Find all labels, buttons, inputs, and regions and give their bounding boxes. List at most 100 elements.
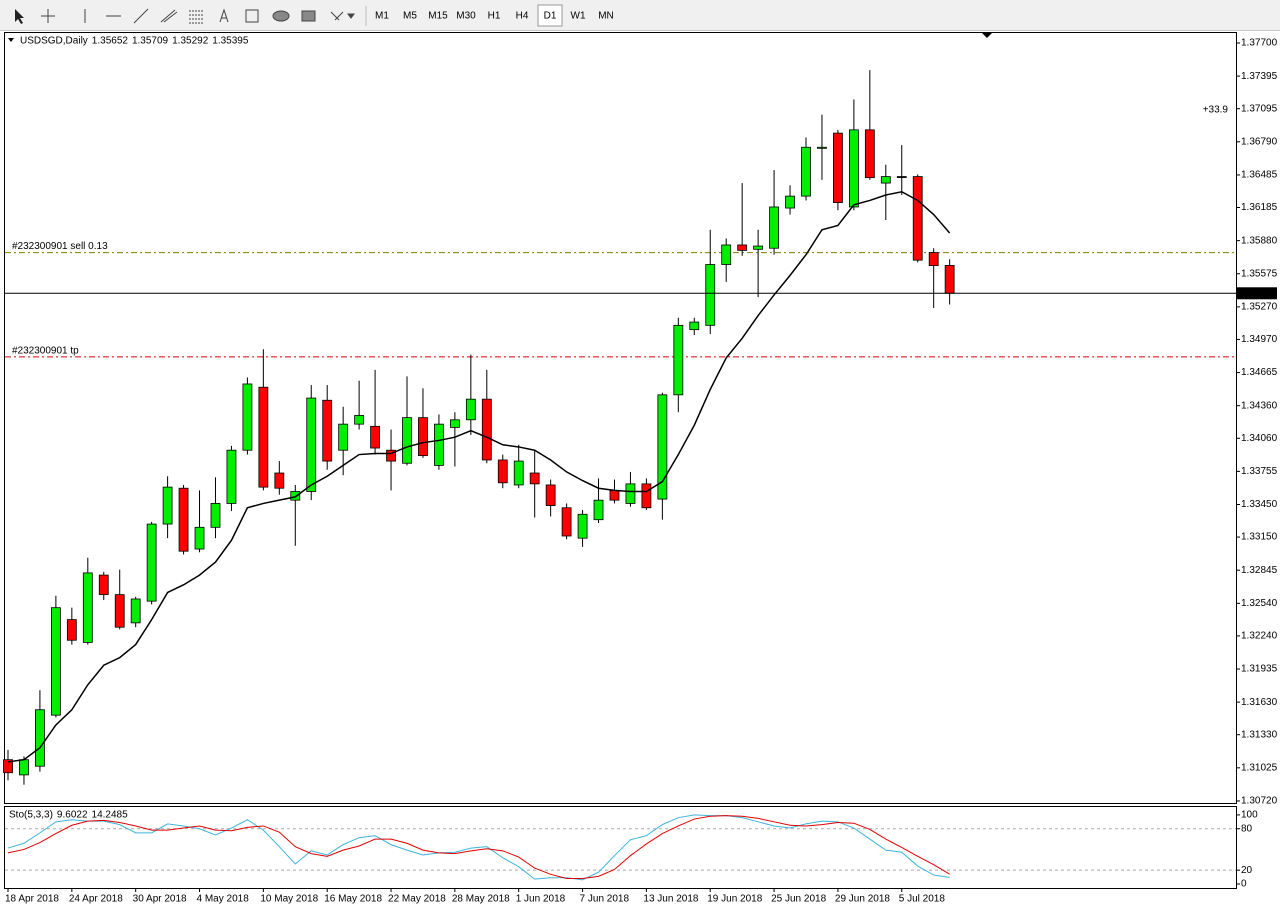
channel-tool[interactable] xyxy=(160,9,178,23)
candle-body xyxy=(210,503,221,528)
candle-body xyxy=(66,619,77,641)
timeframe-button[interactable]: M15 xyxy=(428,11,448,22)
arrows-tool[interactable] xyxy=(330,11,355,21)
shift-marker xyxy=(982,33,992,38)
candle-body xyxy=(258,386,269,488)
y-tick-label: 1.35270 xyxy=(1241,302,1278,313)
candle-body xyxy=(242,383,253,451)
ellipse-tool[interactable] xyxy=(272,10,290,22)
candle-body xyxy=(82,572,93,643)
candle-body xyxy=(19,759,29,776)
timeframe-button[interactable]: H1 xyxy=(488,11,501,22)
candle-body xyxy=(481,398,492,461)
timeframe-button[interactable]: M5 xyxy=(403,11,417,22)
candle-body xyxy=(354,415,365,425)
candle-body xyxy=(880,176,891,184)
x-tick-label: 16 May 2018 xyxy=(324,894,382,905)
indicator-header: 14.2485 xyxy=(92,810,129,821)
candle-body xyxy=(114,594,125,628)
crosshair-tool[interactable] xyxy=(41,9,55,23)
candle-body xyxy=(753,245,764,250)
y-tick-label: 1.33755 xyxy=(1241,466,1278,477)
candle-body xyxy=(3,759,13,774)
x-tick-label: 7 Jun 2018 xyxy=(580,894,630,905)
price-box xyxy=(1237,287,1277,300)
y-tick-label: 1.36485 xyxy=(1241,170,1278,181)
timeframe-button[interactable]: D1 xyxy=(544,11,557,22)
moving-average xyxy=(7,190,951,763)
candle-body xyxy=(609,489,620,501)
y-tick-label: 1.36790 xyxy=(1241,136,1278,147)
y-tick-label: 1.33150 xyxy=(1241,532,1278,543)
candle-body xyxy=(801,146,811,197)
chart-header: USDSGD,Daily xyxy=(20,36,88,47)
symbol-menu-arrow xyxy=(8,38,14,42)
candle-body xyxy=(290,491,301,501)
timeframe-button[interactable]: W1 xyxy=(571,11,586,22)
profit: +33.9 xyxy=(1203,105,1229,116)
rect-tool[interactable] xyxy=(301,10,316,22)
y-tick-label: 1.35575 xyxy=(1241,268,1278,279)
candle-body xyxy=(226,449,237,504)
candle-body xyxy=(338,423,349,451)
text-tool[interactable] xyxy=(219,8,229,23)
candle-body xyxy=(449,419,460,428)
y-tick-label: 1.37395 xyxy=(1241,71,1278,82)
indicator-panel xyxy=(4,806,1237,889)
timeframe-button[interactable]: M30 xyxy=(456,11,476,22)
y-tick-label: 1.32540 xyxy=(1241,598,1278,609)
candle-body xyxy=(162,486,173,525)
candle-body xyxy=(465,398,476,421)
x-tick-label: 13 Jun 2018 xyxy=(643,894,698,905)
timeframe-button[interactable]: H4 xyxy=(516,11,529,22)
y-tick-label: 1.32240 xyxy=(1241,631,1278,642)
main-panel xyxy=(4,32,1237,804)
x-tick-label: 25 Jun 2018 xyxy=(771,894,826,905)
indicator-header: Sto(5,3,3) xyxy=(9,810,53,821)
candle-body xyxy=(513,460,524,486)
x-tick-label: 29 Jun 2018 xyxy=(835,894,890,905)
timeframe-button[interactable]: MN xyxy=(598,11,614,22)
y-tick-label: 100 xyxy=(1241,810,1258,821)
candle-body xyxy=(928,252,939,267)
candle-body xyxy=(98,574,109,596)
label-tool[interactable] xyxy=(245,9,259,23)
y-tick-label: 1.34060 xyxy=(1241,433,1278,444)
candle-body xyxy=(322,399,333,462)
y-tick-label: 1.33450 xyxy=(1241,499,1278,510)
candle-body xyxy=(274,472,285,489)
chart-header: 1.35292 xyxy=(172,36,209,47)
y-tick-label: 1.36185 xyxy=(1241,202,1278,213)
active-timeframe xyxy=(537,4,563,27)
x-tick-label: 28 May 2018 xyxy=(452,894,510,905)
candle-body xyxy=(418,417,428,457)
cursor-tool[interactable] xyxy=(15,9,24,24)
order-label: #232300901 tp xyxy=(12,345,79,356)
candle-body xyxy=(625,483,636,504)
timeframe-button[interactable]: M1 xyxy=(375,11,389,22)
toolbar xyxy=(0,0,1280,31)
candle-body xyxy=(434,423,444,466)
candle-body xyxy=(785,195,795,209)
candle-body xyxy=(657,394,668,500)
chart-header: 1.35395 xyxy=(212,36,249,47)
chart-header: 1.35709 xyxy=(132,36,169,47)
y-tick-label: 1.32845 xyxy=(1241,565,1278,576)
y-tick-label: 1.37700 xyxy=(1241,38,1278,49)
fibo-tool[interactable] xyxy=(189,10,203,24)
x-tick-label: 30 Apr 2018 xyxy=(133,894,187,905)
indicator-header: 9.6022 xyxy=(57,810,88,821)
x-tick-label: 5 Jul 2018 xyxy=(899,894,946,905)
candle-body xyxy=(737,244,748,251)
x-tick-label: 18 Apr 2018 xyxy=(5,894,59,905)
trendline-tool[interactable] xyxy=(133,8,149,24)
candle-body xyxy=(912,176,923,261)
x-tick-label: 1 Jun 2018 xyxy=(516,894,566,905)
y-tick-label: 1.34665 xyxy=(1241,367,1278,378)
candle-body xyxy=(561,507,572,537)
x-tick-label: 24 Apr 2018 xyxy=(69,894,123,905)
y-tick-label: 20 xyxy=(1241,865,1253,876)
y-tick-label: 1.31630 xyxy=(1241,697,1278,708)
